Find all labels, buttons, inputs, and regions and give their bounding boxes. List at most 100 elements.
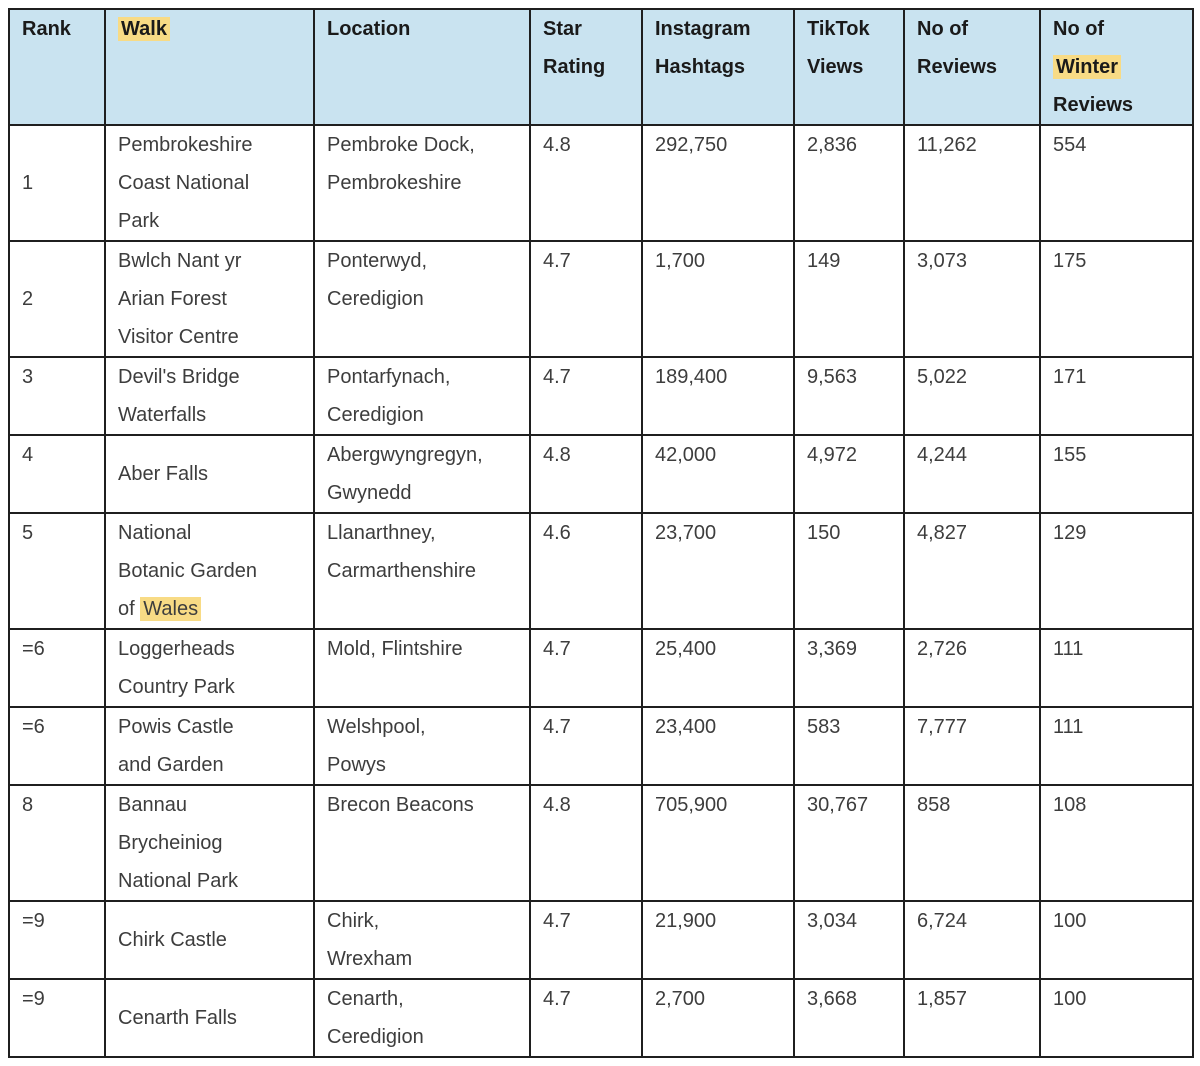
cell-tiktok-views: 3,369 — [793, 628, 905, 708]
cell-rank: 5 — [8, 512, 106, 630]
cell-walk: Powis Castle and Garden — [104, 706, 315, 786]
cell-no-of-winter-reviews: 100 — [1039, 900, 1194, 980]
cell-no-of-winter-reviews: 171 — [1039, 356, 1194, 436]
cell-instagram-hashtags: 42,000 — [641, 434, 795, 514]
table-row: 8 Bannau Brycheiniog National Park Breco… — [8, 784, 1194, 902]
cell-star-rating: 4.8 — [529, 784, 643, 902]
cell-rank: =9 — [8, 900, 106, 980]
walk-header-highlight: Walk — [118, 17, 170, 41]
table-row: 1 Pembrokeshire Coast National Park Pemb… — [8, 124, 1194, 242]
cell-tiktok-views: 4,972 — [793, 434, 905, 514]
cell-no-of-reviews: 858 — [903, 784, 1041, 902]
cell-no-of-reviews: 7,777 — [903, 706, 1041, 786]
col-header-no-of-winter-reviews: No of Winter Reviews — [1039, 8, 1194, 126]
cell-no-of-reviews: 3,073 — [903, 240, 1041, 358]
cell-location: Chirk, Wrexham — [313, 900, 531, 980]
cell-rank: =6 — [8, 628, 106, 708]
cell-no-of-winter-reviews: 155 — [1039, 434, 1194, 514]
cell-tiktok-views: 9,563 — [793, 356, 905, 436]
cell-location: Pontarfynach, Ceredigion — [313, 356, 531, 436]
cell-location: Mold, Flintshire — [313, 628, 531, 708]
col-header-tiktok-views: TikTok Views — [793, 8, 905, 126]
cell-no-of-reviews: 6,724 — [903, 900, 1041, 980]
table-row: =6 Powis Castle and Garden Welshpool, Po… — [8, 706, 1194, 786]
cell-instagram-hashtags: 23,400 — [641, 706, 795, 786]
cell-tiktok-views: 3,668 — [793, 978, 905, 1058]
winter-header-highlight: Winter — [1053, 55, 1122, 79]
walks-ranking-table: Rank Walk Location Star Rating Instagram… — [8, 8, 1194, 1058]
cell-rank: 3 — [8, 356, 106, 436]
walk-highlight: Wales — [140, 597, 202, 621]
table-row: 4 Aber Falls Abergwyngregyn, Gwynedd 4.8… — [8, 434, 1194, 514]
cell-no-of-winter-reviews: 108 — [1039, 784, 1194, 902]
cell-no-of-winter-reviews: 100 — [1039, 978, 1194, 1058]
col-header-rank: Rank — [8, 8, 106, 126]
cell-instagram-hashtags: 1,700 — [641, 240, 795, 358]
cell-star-rating: 4.7 — [529, 356, 643, 436]
cell-no-of-reviews: 5,022 — [903, 356, 1041, 436]
cell-no-of-reviews: 11,262 — [903, 124, 1041, 242]
cell-star-rating: 4.7 — [529, 900, 643, 980]
cell-location: Pembroke Dock, Pembrokeshire — [313, 124, 531, 242]
table-row: =9 Cenarth Falls Cenarth, Ceredigion 4.7… — [8, 978, 1194, 1058]
table-row: 2 Bwlch Nant yr Arian Forest Visitor Cen… — [8, 240, 1194, 358]
cell-tiktok-views: 149 — [793, 240, 905, 358]
table-row: =9 Chirk Castle Chirk, Wrexham 4.7 21,90… — [8, 900, 1194, 980]
cell-star-rating: 4.7 — [529, 240, 643, 358]
cell-location: Llanarthney, Carmarthenshire — [313, 512, 531, 630]
cell-tiktok-views: 3,034 — [793, 900, 905, 980]
cell-walk: Chirk Castle — [104, 900, 315, 980]
cell-rank: 8 — [8, 784, 106, 902]
cell-no-of-winter-reviews: 111 — [1039, 706, 1194, 786]
cell-walk: Pembrokeshire Coast National Park — [104, 124, 315, 242]
col-header-no-of-reviews: No of Reviews — [903, 8, 1041, 126]
cell-location: Cenarth, Ceredigion — [313, 978, 531, 1058]
cell-no-of-reviews: 2,726 — [903, 628, 1041, 708]
cell-star-rating: 4.7 — [529, 978, 643, 1058]
cell-instagram-hashtags: 21,900 — [641, 900, 795, 980]
cell-no-of-reviews: 4,244 — [903, 434, 1041, 514]
cell-tiktok-views: 150 — [793, 512, 905, 630]
cell-rank: 2 — [8, 240, 106, 358]
table-row: 3 Devil's Bridge Waterfalls Pontarfynach… — [8, 356, 1194, 436]
cell-location: Brecon Beacons — [313, 784, 531, 902]
cell-no-of-winter-reviews: 111 — [1039, 628, 1194, 708]
walk-text: National Botanic Garden of — [118, 522, 257, 620]
cell-no-of-winter-reviews: 554 — [1039, 124, 1194, 242]
cell-star-rating: 4.7 — [529, 706, 643, 786]
header-row: Rank Walk Location Star Rating Instagram… — [8, 8, 1194, 126]
cell-rank: 1 — [8, 124, 106, 242]
cell-instagram-hashtags: 705,900 — [641, 784, 795, 902]
cell-walk: Bwlch Nant yr Arian Forest Visitor Centr… — [104, 240, 315, 358]
cell-walk: Loggerheads Country Park — [104, 628, 315, 708]
cell-no-of-winter-reviews: 129 — [1039, 512, 1194, 630]
cell-walk: Bannau Brycheiniog National Park — [104, 784, 315, 902]
cell-star-rating: 4.8 — [529, 124, 643, 242]
winter-header-suffix: Reviews — [1053, 94, 1134, 116]
cell-rank: 4 — [8, 434, 106, 514]
cell-tiktok-views: 2,836 — [793, 124, 905, 242]
cell-instagram-hashtags: 189,400 — [641, 356, 795, 436]
cell-instagram-hashtags: 292,750 — [641, 124, 795, 242]
cell-instagram-hashtags: 23,700 — [641, 512, 795, 630]
cell-rank: =6 — [8, 706, 106, 786]
winter-header-prefix: No of — [1053, 18, 1105, 40]
table-row: 5 National Botanic Garden of Wales Llana… — [8, 512, 1194, 630]
cell-walk: Devil's Bridge Waterfalls — [104, 356, 315, 436]
cell-walk: Cenarth Falls — [104, 978, 315, 1058]
cell-star-rating: 4.6 — [529, 512, 643, 630]
cell-tiktok-views: 583 — [793, 706, 905, 786]
col-header-instagram-hashtags: Instagram Hashtags — [641, 8, 795, 126]
cell-no-of-reviews: 4,827 — [903, 512, 1041, 630]
cell-location: Ponterwyd, Ceredigion — [313, 240, 531, 358]
cell-instagram-hashtags: 2,700 — [641, 978, 795, 1058]
cell-instagram-hashtags: 25,400 — [641, 628, 795, 708]
table-body: 1 Pembrokeshire Coast National Park Pemb… — [8, 124, 1194, 1058]
cell-star-rating: 4.8 — [529, 434, 643, 514]
cell-location: Abergwyngregyn, Gwynedd — [313, 434, 531, 514]
table-header: Rank Walk Location Star Rating Instagram… — [8, 8, 1194, 126]
cell-no-of-reviews: 1,857 — [903, 978, 1041, 1058]
col-header-star-rating: Star Rating — [529, 8, 643, 126]
cell-location: Welshpool, Powys — [313, 706, 531, 786]
cell-tiktok-views: 30,767 — [793, 784, 905, 902]
